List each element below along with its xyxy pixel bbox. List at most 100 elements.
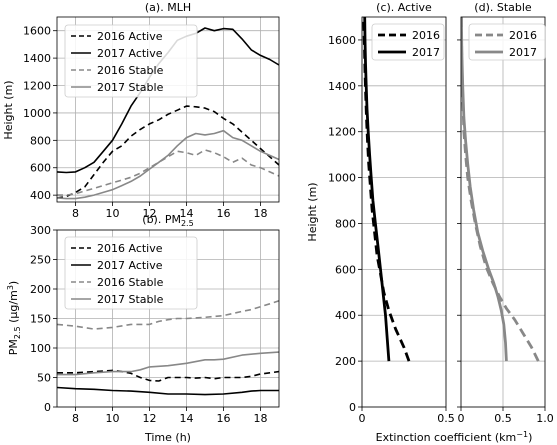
panel-b-ytick-label: 300 (30, 224, 51, 237)
panel-a-xtick-label: 10 (106, 207, 120, 220)
panel-a-ylabel: Height (m) (2, 80, 15, 139)
panel-b-ylabel-sub: 2.5 (13, 326, 22, 339)
panel-c: (c). Active 0 0.5 0 200 400 600 800 1000 1200 140… (306, 1, 455, 425)
panel-b-ylabel-sup: 3 (6, 285, 15, 290)
panel-a-legend-label-3: 2017 Stable (97, 81, 164, 94)
panel-a-ticks: 8 10 12 14 16 18 400 600 800 1000 1200 1400 1600 (23, 25, 268, 220)
panel-a-frame (56, 16, 280, 203)
panel-d: (d). Stable 0 0.5 1.0 2016 2017 (457, 1, 554, 425)
panel-c-ytick-label: 1000 (328, 172, 356, 185)
panel-c-ytick-label: 0 (349, 401, 356, 414)
panel-c-ytick-label: 400 (335, 309, 356, 322)
panel-c-legend-label-0: 2016 (412, 29, 440, 42)
panel-b-xtick-label: 10 (106, 412, 120, 425)
panel-b-ytick-label: 200 (30, 283, 51, 296)
extinction-xlabel-sup: −1 (516, 430, 528, 439)
panel-b-ticks: 8 10 12 14 16 18 0 50 100 150 200 250 300 (30, 224, 268, 425)
panel-a-ytick-label: 400 (30, 189, 51, 202)
panel-b-legend-label-0: 2016 Active (97, 242, 163, 255)
panel-b-title-main: (b). PM (142, 213, 181, 226)
panel-b-xlabel: Time (h) (144, 431, 191, 444)
extinction-xlabel: Extinction coefficient (km−1) (376, 430, 533, 444)
panel-c-ytick-label: 800 (335, 217, 356, 230)
panel-a-legend-label-1: 2017 Active (97, 47, 163, 60)
panel-d-title: (d). Stable (474, 1, 532, 14)
panel-a-xtick-label: 16 (217, 207, 231, 220)
panel-b-xtick-label: 16 (217, 412, 231, 425)
panel-b-legend: 2016 Active 2017 Active 2016 Stable 2017 St… (64, 236, 198, 310)
panel-b-ytick-label: 50 (37, 372, 51, 385)
panel-b-legend-box (64, 236, 198, 310)
panel-b-xtick-label: 14 (180, 412, 194, 425)
panel-a-ytick-label: 800 (30, 134, 51, 147)
panel-b-series-2-line (57, 300, 279, 330)
panel-d-series-1-line (461, 17, 508, 362)
panel-a-series-2-line (57, 149, 279, 196)
panel-b-ylabel: PM2.5 (μg/m3) (6, 281, 22, 355)
panel-d-series (461, 17, 540, 362)
panel-a-ytick-label: 1200 (23, 80, 51, 93)
panel-b-title-sub: 2.5 (181, 219, 194, 228)
panel-b-ytick-label: 0 (44, 401, 51, 414)
panel-a-legend-label-2: 2016 Stable (97, 64, 164, 77)
extinction-xlabel-main: Extinction coefficient (km (376, 431, 517, 444)
panel-b-series-3-line (57, 351, 279, 376)
panel-d-legend-label-0: 2016 (509, 29, 537, 42)
panel-c-ytick-label: 600 (335, 263, 356, 276)
panel-b-xtick-label: 12 (143, 412, 157, 425)
panel-a-legend-label-0: 2016 Active (97, 30, 163, 43)
panel-b-ytick-label: 100 (30, 342, 51, 355)
panel-d-legend: 2016 2017 (468, 23, 546, 61)
panel-a-legend-box (64, 24, 198, 98)
panel-c-xtick-label: 0.5 (437, 412, 455, 425)
panel-b-xtick-label: 18 (254, 412, 268, 425)
panel-b-ytick-label: 250 (30, 254, 51, 267)
panel-c-legend: 2016 2017 (371, 23, 445, 61)
panel-c-ytick-label: 1200 (328, 126, 356, 139)
panel-b-ylabel-unit: (μg/m (7, 290, 20, 326)
panel-b-legend-label-2: 2016 Stable (97, 276, 164, 289)
panel-b-ytick-label: 150 (30, 313, 51, 326)
panel-b-xtick-label: 8 (72, 412, 79, 425)
panel-a-legend: 2016 Active 2017 Active 2016 Stable 2017 St… (64, 24, 198, 98)
panel-a-ytick-label: 600 (30, 162, 51, 175)
panel-c-legend-label-1: 2017 (412, 46, 440, 59)
panel-d-xtick-label: 0 (458, 412, 465, 425)
panel-b-series (57, 300, 279, 396)
panel-c-series-0-line (362, 17, 411, 362)
panel-a-ytick-label: 1600 (23, 25, 51, 38)
panel-c-series (362, 17, 411, 362)
panel-c-ylabel: Height (m) (306, 182, 319, 241)
panel-a: (a). MLH 8 10 12 14 16 18 400 600 800 1000 1200 140… (2, 1, 280, 220)
panel-c-ytick-label: 1600 (328, 34, 356, 47)
panel-b-legend-label-1: 2017 Active (97, 259, 163, 272)
panel-c-frame (361, 16, 447, 408)
panel-d-xtick-label: 1.0 (536, 412, 554, 425)
panel-b-series-0-line (57, 369, 279, 382)
panel-b-ylabel-main: PM (7, 339, 20, 355)
panel-a-ytick-label: 1000 (23, 107, 51, 120)
panel-c-series-1-line (363, 17, 391, 362)
panel-d-xtick-label: 0.5 (494, 412, 512, 425)
panel-c-ticks: 0 0.5 0 200 400 600 800 1000 1200 1400 1600 (328, 34, 455, 425)
panel-c-ytick-label: 200 (335, 355, 356, 368)
panel-b-series-1-line (57, 386, 279, 396)
panel-d-legend-label-1: 2017 (509, 46, 537, 59)
panel-b-ylabel-end: ) (7, 281, 20, 285)
panel-a-xtick-label: 12 (143, 207, 157, 220)
panel-a-xtick-label: 18 (254, 207, 268, 220)
panel-a-series-3-line (57, 129, 279, 200)
panel-a-title: (a). MLH (145, 1, 191, 14)
panel-a-xtick-label: 8 (72, 207, 79, 220)
panel-c-ytick-label: 1400 (328, 80, 356, 93)
panel-c-title: (c). Active (376, 1, 432, 14)
panel-b-title: (b). PM2.5 (142, 213, 193, 228)
panel-a-ytick-label: 1400 (23, 52, 51, 65)
panel-a-series-0-line (57, 105, 279, 199)
panel-d-ticks: 0 0.5 1.0 (457, 39, 554, 425)
panel-b-legend-label-3: 2017 Stable (97, 293, 164, 306)
panel-b: (b). PM2.5 8 10 12 14 16 18050100150200250300… (6, 213, 280, 444)
extinction-xlabel-end: ) (528, 431, 532, 444)
panel-c-xtick-label: 0 (359, 412, 366, 425)
